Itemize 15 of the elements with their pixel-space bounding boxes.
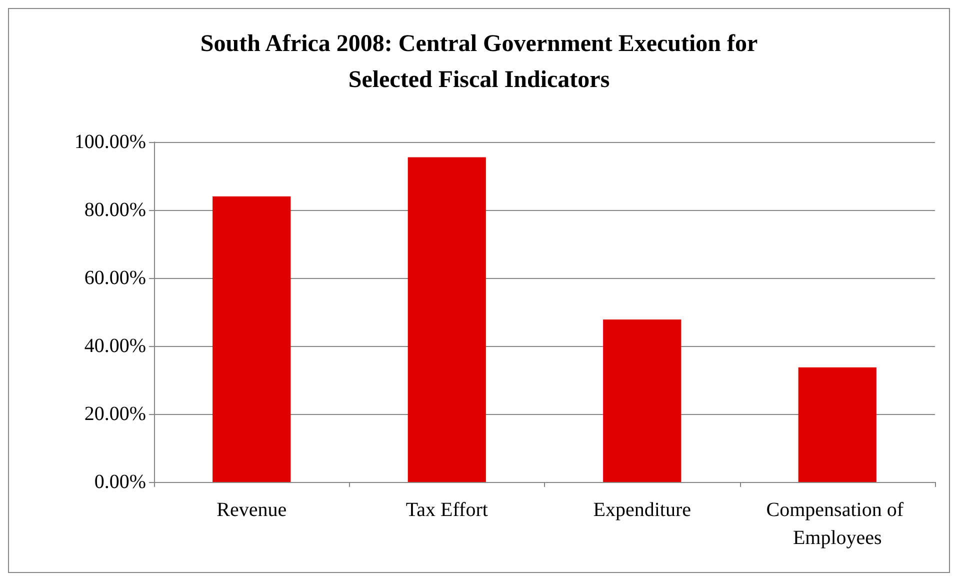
y-tick-label: 100.00% <box>74 131 146 153</box>
y-tick-label: 60.00% <box>84 267 146 289</box>
x-tick-label: Tax Effort <box>406 499 488 521</box>
bar <box>408 157 486 482</box>
x-tick-label: Compensation of Employees <box>766 499 908 549</box>
y-tick-label: 80.00% <box>84 199 146 221</box>
chart-title: South Africa 2008: Central Government Execution for Selected Fiscal Indicators <box>200 31 758 93</box>
y-tick-label: 20.00% <box>84 403 146 425</box>
x-tick-label: Expenditure <box>593 499 692 521</box>
bar <box>798 367 876 482</box>
y-tick-label: 0.00% <box>94 471 146 493</box>
y-tick-label: 40.00% <box>84 335 146 357</box>
bar <box>603 319 682 482</box>
x-tick-label: Revenue <box>216 499 287 521</box>
bar <box>212 196 291 482</box>
